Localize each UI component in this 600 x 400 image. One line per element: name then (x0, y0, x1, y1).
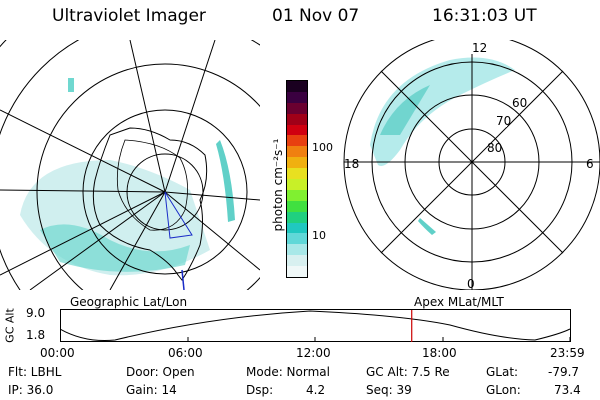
aurora-oval-bright (380, 85, 430, 135)
x-tick-1800: 18:00 (422, 346, 457, 360)
date-label: 01 Nov 07 (272, 6, 360, 26)
colorbar-stripe (287, 113, 307, 125)
x-tick-0600: 06:00 (168, 346, 203, 360)
lat-label-70: 70 (496, 114, 511, 128)
status-glat-label: GLat: (486, 365, 519, 379)
colorbar-stripe (287, 135, 307, 147)
gc-alt-tick-high: 9.0 (26, 306, 46, 320)
aurora-oval-patch (370, 57, 515, 166)
status-glon-label: GLon: (486, 383, 521, 397)
mlt-label-12: 12 (472, 41, 487, 55)
colorbar-stripe (287, 189, 307, 201)
status-mode: Mode: Normal (246, 365, 330, 379)
colorbar-stripe (287, 255, 307, 267)
colorbar-tick-100: 100 (312, 141, 333, 154)
mlt-label-18: 18 (344, 157, 359, 171)
aurora-patch (68, 78, 74, 92)
geographic-label: Geographic Lat/Lon (70, 295, 188, 309)
colorbar-stripe (287, 91, 307, 103)
colorbar-stripe (287, 168, 307, 180)
gc-alt-tick-low: 1.8 (26, 328, 46, 342)
apex-polar-map: 80 70 60 12 18 6 0 (343, 40, 600, 290)
colorbar-stripe (287, 102, 307, 114)
mlt-label-6: 6 (586, 157, 594, 171)
colorbar-stripe (287, 124, 307, 136)
altitude-curve (60, 310, 571, 341)
aurora-edge-arc (216, 140, 235, 222)
mlt-label-0: 0 (467, 277, 475, 290)
status-dsp-value: 4.2 (306, 383, 326, 397)
status-glon-value: 73.4 (554, 383, 581, 397)
colorbar-stripe (287, 157, 307, 169)
time-label: 16:31:03 UT (432, 6, 537, 26)
x-tick-1200: 12:00 (296, 346, 331, 360)
status-gcalt: GC Alt: 7.5 Re (366, 365, 450, 379)
colorbar-stripe (287, 222, 307, 234)
colorbar-stripe (287, 200, 307, 212)
altitude-plot (60, 309, 571, 342)
gc-alt-axis-label: GC Alt (3, 308, 17, 343)
color-scale-bar (286, 80, 308, 278)
colorbar-stripe (287, 244, 307, 256)
status-dsp-label: Dsp: (246, 383, 274, 397)
status-door: Door: Open (126, 365, 195, 379)
colorbar-tick-10: 10 (312, 229, 326, 242)
colorbar-stripe (287, 179, 307, 190)
colorbar-stripe (287, 81, 307, 92)
instrument-title: Ultraviolet Imager (52, 6, 206, 26)
satellite-marker (181, 269, 185, 290)
subsatellite-track (164, 191, 193, 239)
status-ip: IP: 36.0 (8, 383, 54, 397)
geographic-map (0, 40, 260, 290)
status-flt: Flt: LBHL (8, 365, 62, 379)
antarctica-coastline (92, 127, 208, 281)
apex-label: Apex MLat/MLT (414, 295, 504, 309)
lat-label-80: 80 (487, 141, 502, 155)
status-gain: Gain: 14 (126, 383, 177, 397)
colorbar-stripe (287, 146, 307, 158)
colorbar-stripe (287, 233, 307, 245)
colorbar-stripe (287, 266, 307, 278)
status-glat-value: -79.7 (548, 365, 580, 379)
aurora-spot (418, 218, 436, 235)
status-seq: Seq: 39 (366, 383, 412, 397)
colorbar-stripe (287, 211, 307, 223)
x-tick-2359: 23:59 (550, 346, 585, 360)
gc-alt-axis-label-wrap: GC Alt (0, 305, 20, 349)
colorbar-unit-label: photon cm⁻²s⁻¹ (271, 138, 285, 232)
x-tick-0000: 00:00 (40, 346, 75, 360)
lat-label-60: 60 (512, 96, 527, 110)
inner-coastline (116, 139, 188, 231)
